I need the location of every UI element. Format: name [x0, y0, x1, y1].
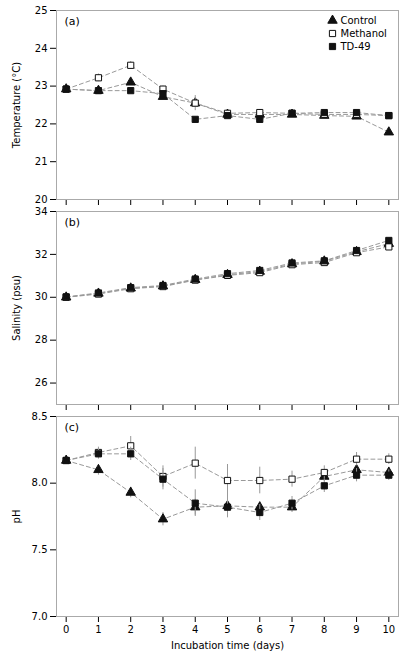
svg-text:23: 23 — [35, 80, 48, 91]
svg-text:30: 30 — [35, 291, 48, 302]
svg-text:TD-49: TD-49 — [340, 41, 371, 52]
svg-text:(c): (c) — [65, 421, 80, 434]
svg-text:(b): (b) — [65, 216, 81, 229]
svg-text:22: 22 — [35, 118, 48, 129]
svg-text:32: 32 — [35, 249, 48, 260]
svg-text:(a): (a) — [65, 15, 80, 28]
svg-text:Control: Control — [341, 15, 377, 26]
svg-text:7.0: 7.0 — [32, 611, 48, 622]
svg-text:24: 24 — [35, 43, 48, 54]
svg-text:Incubation time (days): Incubation time (days) — [171, 640, 284, 651]
svg-text:26: 26 — [35, 377, 48, 388]
svg-text:Salinity (psu): Salinity (psu) — [11, 275, 22, 341]
svg-text:8.0: 8.0 — [32, 477, 48, 488]
svg-text:21: 21 — [35, 156, 48, 167]
svg-text:6: 6 — [257, 624, 263, 635]
svg-text:3: 3 — [160, 624, 166, 635]
svg-text:7.5: 7.5 — [32, 544, 48, 555]
svg-text:9: 9 — [353, 624, 359, 635]
svg-text:Methanol: Methanol — [341, 28, 387, 39]
svg-text:4: 4 — [192, 624, 198, 635]
svg-text:1: 1 — [95, 624, 101, 635]
svg-text:8: 8 — [321, 624, 327, 635]
svg-text:8.5: 8.5 — [32, 411, 48, 422]
svg-text:Temperature (°C): Temperature (°C) — [11, 62, 22, 149]
svg-text:pH: pH — [11, 510, 22, 524]
svg-text:34: 34 — [35, 206, 48, 217]
svg-text:2: 2 — [128, 624, 134, 635]
svg-text:25: 25 — [35, 5, 48, 16]
svg-text:7: 7 — [289, 624, 295, 635]
svg-text:0: 0 — [63, 624, 69, 635]
svg-text:28: 28 — [35, 334, 48, 345]
svg-text:20: 20 — [35, 194, 48, 205]
svg-text:5: 5 — [224, 624, 230, 635]
svg-text:10: 10 — [382, 624, 395, 635]
